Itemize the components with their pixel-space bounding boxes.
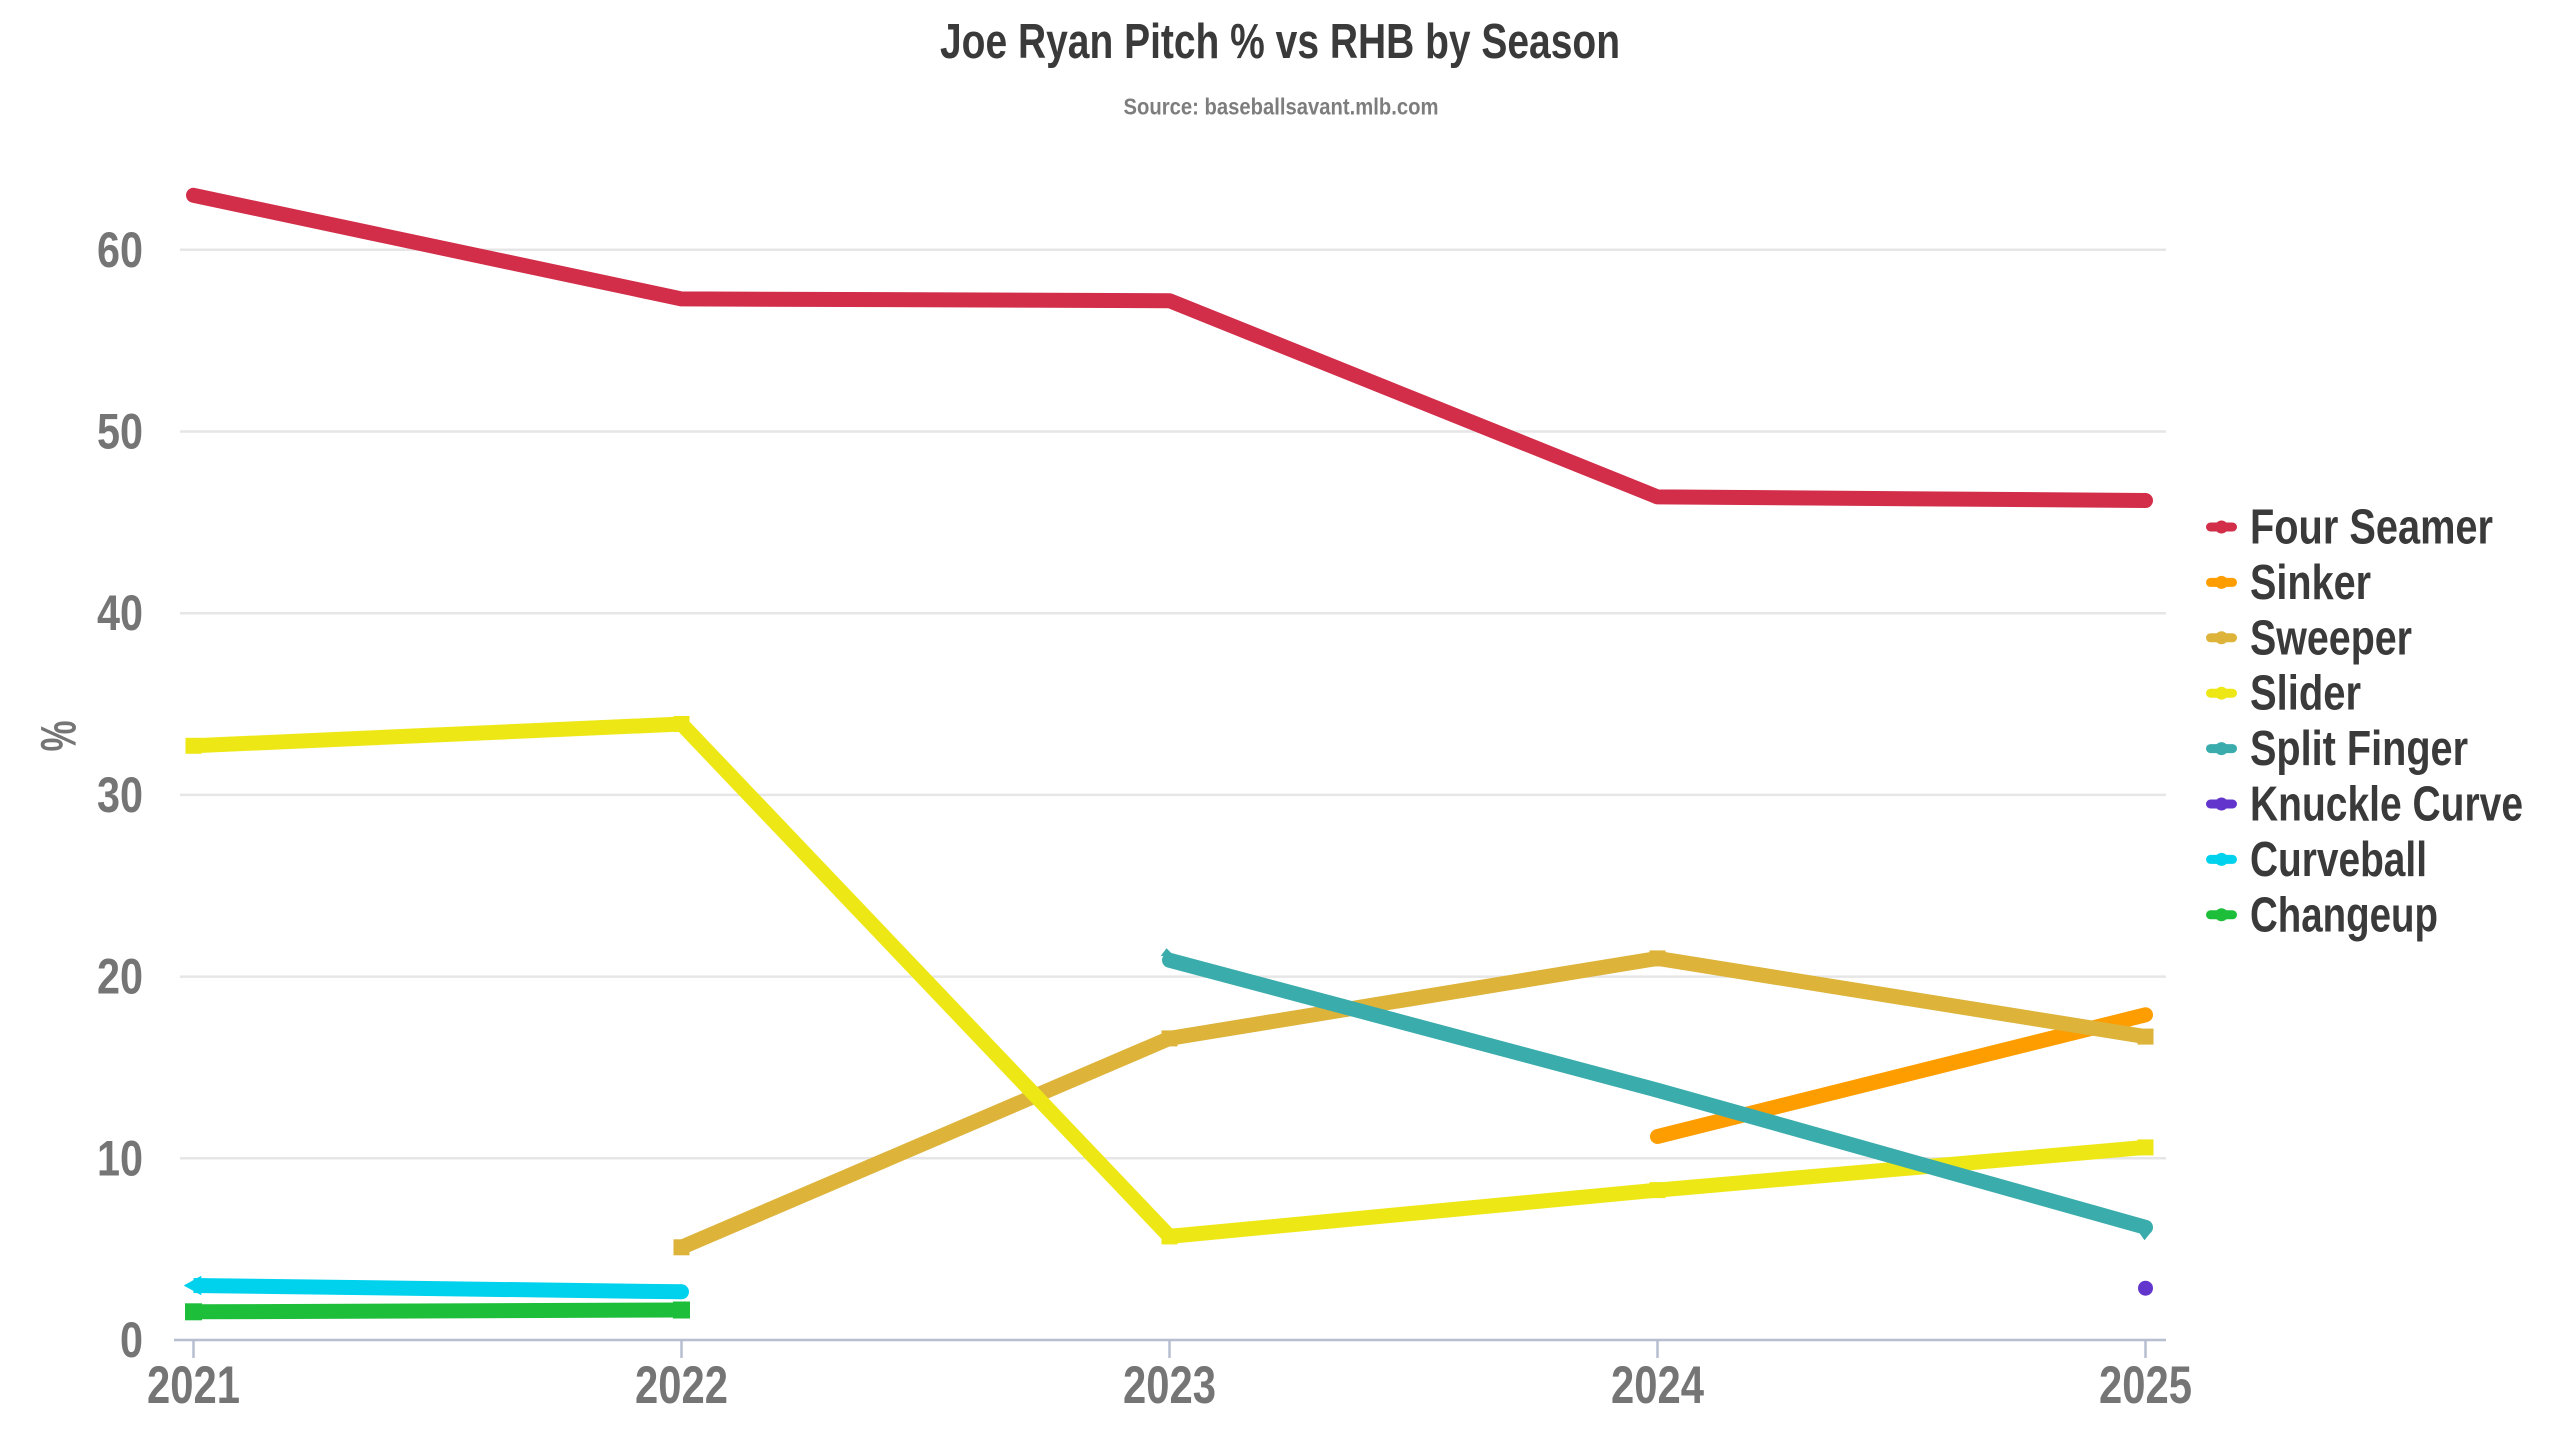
svg-text:Joe Ryan Pitch % vs RHB by Sea: Joe Ryan Pitch % vs RHB by Season xyxy=(940,15,1620,69)
svg-text:Split Finger: Split Finger xyxy=(2250,722,2468,776)
svg-text:50: 50 xyxy=(97,404,143,460)
svg-text:Curveball: Curveball xyxy=(2250,833,2427,887)
svg-text:Slider: Slider xyxy=(2250,667,2361,721)
svg-text:2025: 2025 xyxy=(2099,1356,2192,1415)
svg-text:20: 20 xyxy=(97,949,143,1005)
svg-text:2021: 2021 xyxy=(147,1356,240,1415)
svg-text:30: 30 xyxy=(97,767,143,823)
svg-text:%: % xyxy=(31,721,87,752)
svg-text:2022: 2022 xyxy=(635,1356,728,1415)
svg-text:40: 40 xyxy=(97,585,143,641)
svg-text:10: 10 xyxy=(97,1130,143,1186)
svg-text:0: 0 xyxy=(120,1312,143,1368)
svg-text:Changeup: Changeup xyxy=(2250,888,2438,942)
svg-text:Knuckle Curve: Knuckle Curve xyxy=(2250,778,2523,832)
svg-text:Sweeper: Sweeper xyxy=(2250,611,2412,665)
svg-text:Source: baseballsavant.mlb.com: Source: baseballsavant.mlb.com xyxy=(1124,94,1439,120)
svg-text:2023: 2023 xyxy=(1123,1356,1216,1415)
svg-text:Sinker: Sinker xyxy=(2250,556,2371,610)
svg-text:Four Seamer: Four Seamer xyxy=(2250,501,2493,555)
svg-text:60: 60 xyxy=(97,222,143,278)
svg-text:2024: 2024 xyxy=(1611,1356,1704,1415)
